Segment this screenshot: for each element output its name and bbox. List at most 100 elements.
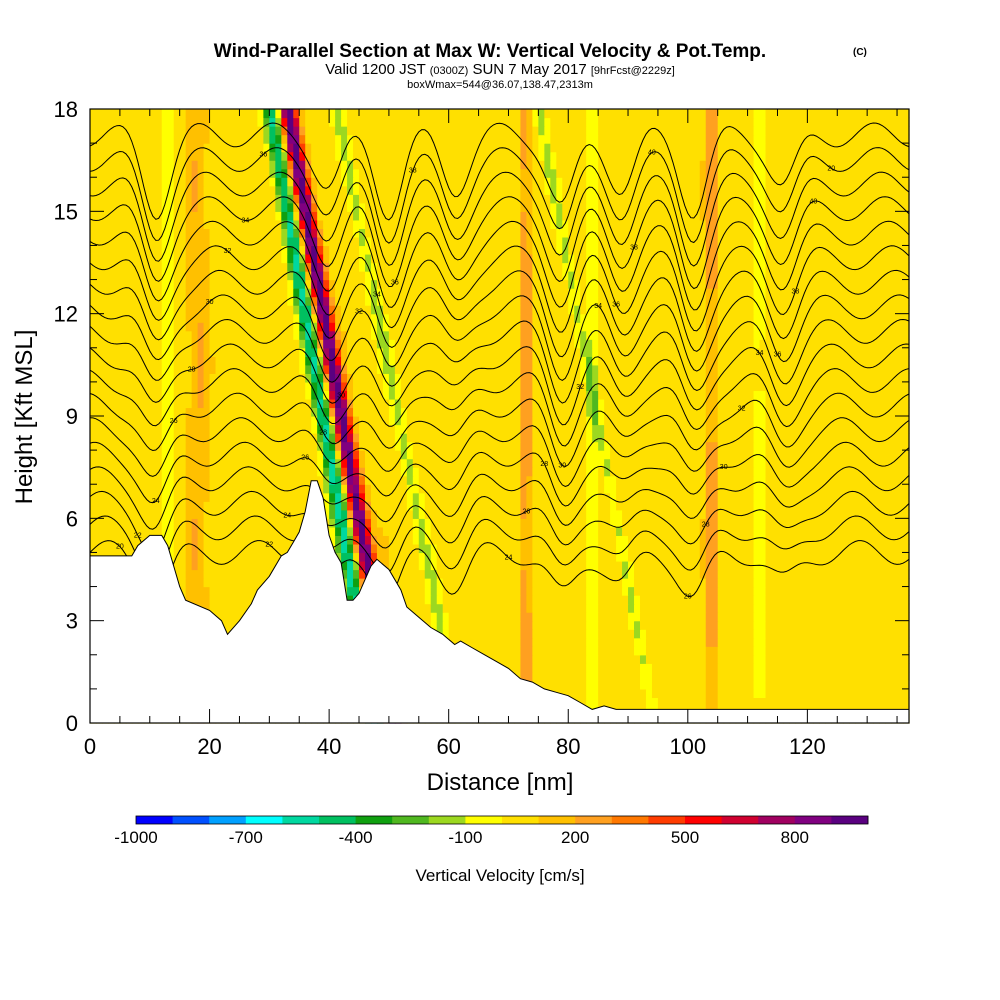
velocity-cell [520, 526, 527, 536]
velocity-cell [903, 518, 910, 528]
velocity-cell [382, 518, 390, 528]
velocity-cell [185, 560, 193, 571]
velocity-cell [484, 603, 492, 613]
velocity-cell [359, 450, 366, 460]
velocity-cell [394, 535, 402, 545]
velocity-cell [484, 629, 492, 639]
velocity-cell [287, 441, 294, 451]
velocity-cell [448, 612, 456, 622]
velocity-cell [681, 612, 689, 622]
velocity-cell [287, 484, 294, 494]
velocity-cell [179, 450, 187, 460]
velocity-cell [305, 424, 312, 434]
velocity-cell [179, 578, 187, 588]
velocity-cell [610, 586, 617, 596]
velocity-cell [370, 492, 378, 502]
velocity-cell [281, 450, 288, 460]
velocity-cell [364, 552, 372, 562]
velocity-cell [436, 492, 444, 502]
velocity-cell [496, 509, 504, 519]
velocity-cell [209, 509, 217, 519]
velocity-cell [478, 416, 486, 426]
velocity-cell [245, 586, 253, 596]
velocity-cell [251, 458, 258, 468]
velocity-cell [783, 663, 791, 673]
velocity-cell [789, 526, 797, 536]
velocity-cell [885, 629, 892, 639]
velocity-cell [699, 697, 707, 707]
velocity-cell [149, 407, 157, 417]
velocity-cell [460, 543, 468, 554]
velocity-cell [795, 671, 802, 681]
velocity-cell [819, 688, 826, 699]
velocity-cell [657, 620, 665, 630]
velocity-cell [167, 424, 175, 434]
velocity-cell [831, 629, 838, 639]
velocity-cell [281, 424, 288, 434]
velocity-cell [586, 458, 593, 468]
velocity-cell [526, 586, 533, 596]
velocity-cell [430, 501, 438, 511]
velocity-cell [574, 492, 581, 502]
velocity-cell [484, 518, 492, 528]
velocity-cell [663, 543, 671, 554]
velocity-cell [251, 535, 258, 545]
velocity-cell [729, 654, 737, 664]
velocity-cell [221, 475, 229, 485]
velocity-cell [699, 526, 707, 536]
velocity-cell [406, 424, 414, 434]
velocity-cell [341, 484, 348, 494]
velocity-cell [586, 569, 593, 579]
velocity-cell [293, 450, 300, 460]
velocity-cell [717, 569, 725, 579]
velocity-cell [412, 595, 420, 605]
velocity-cell [574, 680, 581, 690]
velocity-cell [191, 543, 199, 554]
velocity-cell [448, 620, 456, 630]
velocity-cell [568, 680, 575, 690]
velocity-cell [508, 646, 516, 656]
velocity-cell [616, 535, 623, 545]
velocity-cell [418, 569, 426, 579]
velocity-cell [723, 484, 731, 494]
velocity-cell [729, 663, 737, 673]
velocity-cell [263, 441, 270, 451]
velocity-cell [879, 629, 886, 639]
velocity-cell [837, 424, 844, 434]
velocity-cell [616, 416, 623, 426]
velocity-cell [412, 586, 420, 596]
velocity-cell [604, 629, 611, 639]
velocity-cell [245, 560, 253, 571]
velocity-cell [873, 595, 880, 605]
velocity-cell [526, 543, 533, 554]
velocity-cell [717, 663, 725, 673]
velocity-cell [532, 535, 539, 545]
velocity-cell [687, 595, 695, 605]
velocity-cell [825, 671, 832, 681]
velocity-cell [574, 620, 581, 630]
velocity-cell [412, 467, 420, 477]
velocity-cell [681, 680, 689, 690]
velocity-cell [131, 467, 139, 477]
velocity-cell [855, 663, 862, 673]
velocity-cell [771, 612, 779, 622]
velocity-cell [645, 578, 653, 588]
velocity-cell [879, 424, 886, 434]
velocity-cell [843, 603, 850, 613]
velocity-cell [239, 578, 247, 588]
velocity-cell [400, 416, 408, 426]
velocity-cell [263, 560, 270, 571]
velocity-cell [119, 475, 127, 485]
velocity-cell [586, 646, 593, 656]
velocity-cell [173, 484, 181, 494]
velocity-cell [885, 509, 892, 519]
velocity-cell [526, 424, 533, 434]
velocity-cell [855, 441, 862, 451]
velocity-cell [448, 526, 456, 536]
velocity-cell [508, 637, 516, 647]
velocity-cell [801, 535, 808, 545]
velocity-cell [592, 569, 599, 579]
velocity-cell [604, 688, 611, 699]
velocity-cell [101, 424, 109, 434]
velocity-cell [873, 637, 880, 647]
